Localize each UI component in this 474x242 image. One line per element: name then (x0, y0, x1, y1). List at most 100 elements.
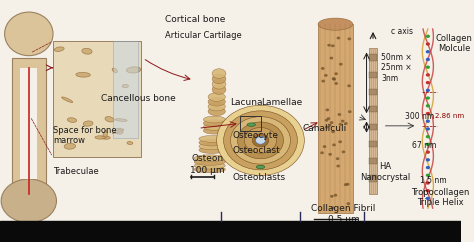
Ellipse shape (324, 74, 328, 77)
Ellipse shape (64, 143, 75, 149)
Ellipse shape (331, 206, 335, 209)
Ellipse shape (337, 113, 341, 116)
Bar (369, 48, 377, 194)
Text: Cancellous bone: Cancellous bone (101, 93, 176, 103)
Ellipse shape (127, 142, 133, 144)
Ellipse shape (328, 124, 331, 127)
Text: Canaliculi: Canaliculi (302, 124, 346, 133)
Ellipse shape (331, 130, 335, 133)
Bar (369, 89, 377, 95)
Text: 67 nm: 67 nm (412, 141, 436, 150)
Ellipse shape (427, 128, 429, 130)
Ellipse shape (323, 145, 327, 148)
Ellipse shape (427, 74, 429, 76)
Ellipse shape (328, 153, 332, 156)
Ellipse shape (199, 139, 225, 146)
Ellipse shape (329, 57, 333, 60)
Text: Cortical bone: Cortical bone (165, 15, 226, 24)
Text: Lamellae: Lamellae (261, 98, 302, 107)
Ellipse shape (346, 202, 350, 205)
FancyBboxPatch shape (53, 41, 141, 157)
Text: Lacuna: Lacuna (230, 98, 263, 107)
Bar (20, 68, 37, 179)
Ellipse shape (194, 155, 225, 162)
Ellipse shape (334, 194, 337, 197)
Ellipse shape (224, 111, 297, 170)
Ellipse shape (217, 105, 304, 175)
Ellipse shape (427, 182, 429, 184)
Bar (369, 124, 377, 130)
Ellipse shape (95, 136, 105, 139)
Ellipse shape (62, 97, 73, 103)
Ellipse shape (194, 162, 225, 169)
Ellipse shape (321, 67, 325, 70)
Text: Collagen Fibril
0.5 μm: Collagen Fibril 0.5 μm (311, 204, 376, 224)
Ellipse shape (427, 89, 429, 91)
Text: Osteon: Osteon (191, 154, 224, 163)
Text: Articular Cartilage: Articular Cartilage (165, 30, 242, 40)
Ellipse shape (344, 122, 348, 125)
Ellipse shape (427, 174, 429, 176)
Text: Osteoclast: Osteoclast (233, 145, 281, 155)
Text: 100 μm: 100 μm (190, 166, 225, 175)
Bar (113, 41, 138, 138)
Ellipse shape (203, 124, 226, 130)
Ellipse shape (330, 121, 333, 124)
Ellipse shape (67, 118, 77, 122)
Ellipse shape (255, 136, 265, 144)
Ellipse shape (320, 151, 324, 154)
Ellipse shape (203, 116, 226, 123)
Ellipse shape (427, 136, 429, 138)
Text: Osteoblasts: Osteoblasts (233, 173, 286, 182)
Bar (369, 175, 377, 182)
Ellipse shape (199, 143, 225, 150)
Ellipse shape (212, 79, 226, 89)
Ellipse shape (346, 183, 349, 186)
Ellipse shape (230, 117, 291, 164)
Ellipse shape (427, 35, 429, 37)
Ellipse shape (337, 165, 340, 167)
Ellipse shape (203, 120, 226, 127)
Ellipse shape (334, 72, 338, 75)
Ellipse shape (212, 69, 226, 78)
Ellipse shape (427, 43, 429, 45)
Ellipse shape (332, 144, 336, 146)
Ellipse shape (427, 66, 429, 68)
Ellipse shape (199, 136, 225, 142)
Text: 300 nm: 300 nm (405, 112, 434, 121)
Text: Osteocyte: Osteocyte (233, 131, 279, 140)
Ellipse shape (347, 38, 351, 40)
Ellipse shape (194, 166, 225, 173)
Ellipse shape (122, 84, 128, 88)
Ellipse shape (55, 47, 64, 52)
Bar (240, 116, 261, 131)
Text: HA
Nanocrystal: HA Nanocrystal (360, 162, 410, 182)
Bar (369, 72, 377, 78)
Text: c axis: c axis (391, 27, 413, 36)
Ellipse shape (332, 77, 336, 80)
Ellipse shape (331, 44, 335, 47)
Ellipse shape (115, 128, 123, 134)
Ellipse shape (325, 126, 328, 129)
Ellipse shape (208, 107, 225, 116)
Ellipse shape (347, 84, 351, 87)
Ellipse shape (427, 97, 429, 99)
Ellipse shape (199, 147, 225, 153)
Ellipse shape (427, 159, 429, 161)
Ellipse shape (237, 122, 283, 159)
Text: Space for bone
marrow: Space for bone marrow (53, 126, 117, 145)
Ellipse shape (247, 123, 255, 126)
Bar (369, 141, 377, 147)
Bar (11, 58, 46, 194)
Ellipse shape (105, 117, 114, 122)
Ellipse shape (330, 195, 334, 198)
Ellipse shape (327, 44, 331, 47)
Ellipse shape (427, 59, 429, 60)
Ellipse shape (427, 82, 429, 83)
Ellipse shape (321, 80, 325, 83)
Bar (369, 158, 377, 164)
Ellipse shape (101, 136, 110, 139)
Ellipse shape (334, 82, 338, 85)
Ellipse shape (203, 127, 226, 134)
Ellipse shape (427, 197, 429, 199)
